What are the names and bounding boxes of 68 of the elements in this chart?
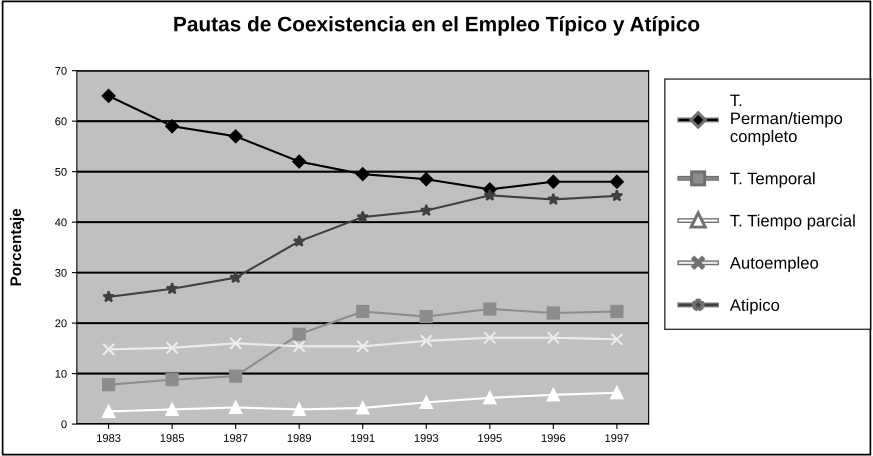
point xyxy=(229,336,242,350)
point xyxy=(483,331,496,344)
x-tick-label: 1997 xyxy=(605,434,629,442)
y-tick-label: 30 xyxy=(55,268,67,277)
point xyxy=(356,304,370,318)
point xyxy=(546,388,560,402)
point xyxy=(610,386,624,400)
x-tick-label: 1983 xyxy=(97,434,120,442)
y-tick-label: 20 xyxy=(55,319,67,328)
point xyxy=(292,328,306,341)
legend-label: T. Temporal xyxy=(730,172,815,188)
x-tick-label: 1996 xyxy=(542,434,566,442)
point xyxy=(420,310,433,324)
point xyxy=(419,172,434,186)
point xyxy=(610,332,624,346)
chart-title: Pautas de Coexistencia en el Empleo Típico y Atípico xyxy=(174,16,700,36)
point xyxy=(546,306,560,320)
x-tick-label: 1985 xyxy=(160,434,184,442)
y-tick-label: 70 xyxy=(55,66,67,75)
x-tick-label: 1989 xyxy=(288,434,312,442)
x-tick-label: 1987 xyxy=(224,434,248,442)
point xyxy=(547,192,560,205)
point xyxy=(610,189,624,202)
point xyxy=(292,340,306,353)
legend-label: T. Perman/tiempo completo xyxy=(730,94,842,146)
y-axis-title: Porcentaje xyxy=(10,208,24,286)
x-tick-label: 1993 xyxy=(414,434,438,442)
point xyxy=(483,391,496,404)
point xyxy=(610,174,624,189)
point xyxy=(102,378,116,392)
point xyxy=(229,400,242,414)
point xyxy=(292,234,306,247)
point xyxy=(420,396,433,409)
point xyxy=(102,88,116,103)
legend-label: Atipico xyxy=(730,298,780,314)
point xyxy=(229,370,242,383)
point xyxy=(420,334,433,348)
point xyxy=(356,401,370,415)
point xyxy=(292,154,306,168)
point xyxy=(102,290,115,302)
point xyxy=(356,210,370,223)
point xyxy=(356,167,370,182)
point xyxy=(546,174,560,189)
legend-label: Autoempleo xyxy=(730,256,818,272)
y-tick-label: 0 xyxy=(61,420,67,428)
point xyxy=(166,341,179,354)
point xyxy=(165,119,180,134)
x-tick-label: 1995 xyxy=(478,434,502,442)
point xyxy=(610,304,624,318)
point xyxy=(102,404,116,418)
point xyxy=(356,340,370,353)
x-tick-label: 1991 xyxy=(351,434,375,442)
point xyxy=(292,402,306,416)
point xyxy=(166,402,179,416)
point xyxy=(420,204,433,216)
point xyxy=(229,271,242,284)
point xyxy=(228,129,243,144)
point xyxy=(483,188,496,201)
point xyxy=(166,282,178,294)
point xyxy=(102,342,116,356)
y-tick-label: 40 xyxy=(55,218,67,226)
point xyxy=(546,331,560,344)
y-tick-label: 50 xyxy=(55,168,67,176)
point xyxy=(483,302,496,316)
y-tick-label: 10 xyxy=(56,370,67,378)
y-tick-label: 60 xyxy=(55,117,67,126)
point xyxy=(166,373,179,386)
legend-label: T. Tiempo parcial xyxy=(730,214,855,230)
